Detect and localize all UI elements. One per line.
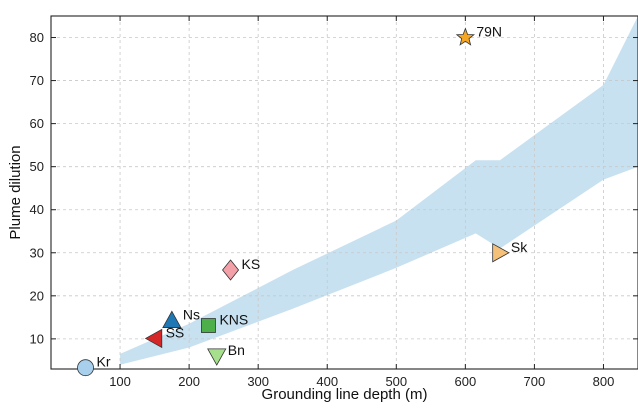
x-tick-label: 500 <box>385 374 407 389</box>
label-sk: Sk <box>511 239 528 255</box>
marker-kns <box>201 318 216 333</box>
label-bn: Bn <box>228 342 245 358</box>
label-kns: KNS <box>219 312 248 328</box>
marker-sk <box>492 243 510 263</box>
y-tick-label: 40 <box>30 202 44 217</box>
x-axis-label: Grounding line depth (m) <box>262 386 428 403</box>
y-axis-label: Plume dilution <box>7 145 24 239</box>
label-ss: SS <box>166 324 185 340</box>
x-tick-label: 400 <box>316 374 338 389</box>
y-tick-label: 20 <box>30 288 44 303</box>
x-tick-label: 100 <box>109 374 131 389</box>
marker-79n <box>455 27 475 46</box>
tick-layer: 100 200 300 400 500 600 700 800 10 20 30 40 50 60 70 80 <box>30 16 638 389</box>
y-tick-label: 10 <box>30 331 44 346</box>
y-tick-label: 60 <box>30 116 44 131</box>
plot-frame <box>50 15 638 370</box>
label-ks: KS <box>242 256 261 272</box>
marker-kr <box>77 359 94 377</box>
x-tick-label: 300 <box>247 374 269 389</box>
x-tick-label: 700 <box>524 374 546 389</box>
marker-ks <box>222 259 240 281</box>
label-ns: Ns <box>183 306 200 322</box>
label-kr: Kr <box>97 354 111 370</box>
marker-bn <box>207 348 227 366</box>
x-tick-label: 800 <box>593 374 615 389</box>
y-tick-label: 30 <box>30 245 44 260</box>
y-tick-label: 70 <box>30 73 44 88</box>
y-tick-label: 80 <box>30 30 44 45</box>
label-79n: 79N <box>476 24 502 40</box>
marker-ss <box>144 328 163 349</box>
x-tick-label: 600 <box>455 374 477 389</box>
points-layer: Kr Ns SS KNS Bn KS Sk 79N <box>77 24 528 377</box>
x-tick-label: 200 <box>178 374 200 389</box>
y-tick-label: 50 <box>30 159 44 174</box>
marker-ns <box>162 310 182 328</box>
